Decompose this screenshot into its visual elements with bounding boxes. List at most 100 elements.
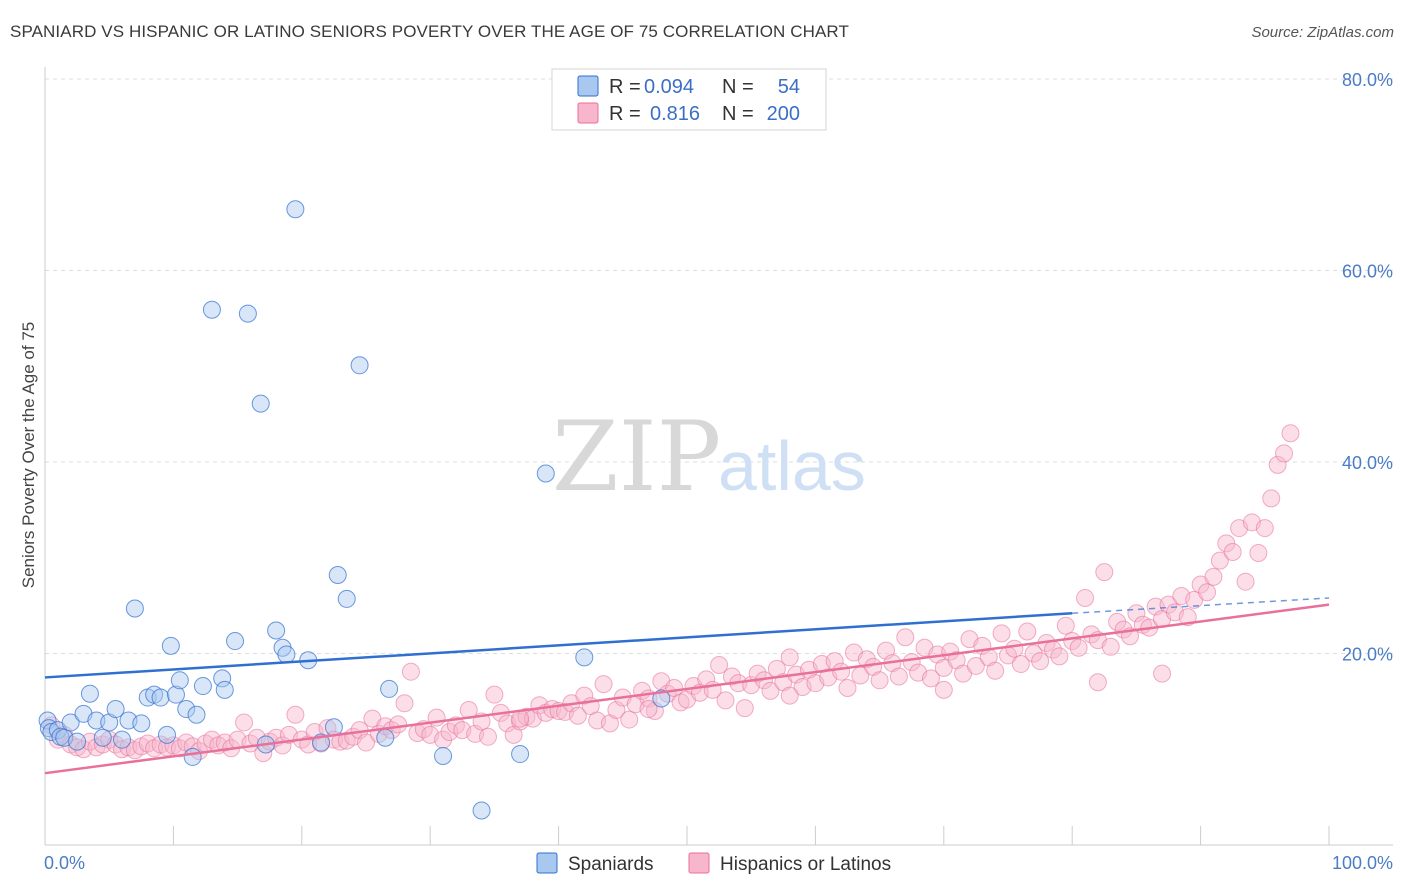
hispanic-point [966, 656, 985, 675]
spaniard-point [575, 648, 594, 667]
y-tick-label: 60.0% [1342, 262, 1393, 282]
hispanic-point [838, 678, 857, 697]
legend-box: R = 0.094 N = 54 R = 0.816 N = 200 [551, 68, 827, 131]
hispanics-trend-line [44, 603, 1330, 775]
hispanic-point [1210, 551, 1229, 570]
hispanic-point [992, 624, 1011, 643]
hispanic-point [1031, 652, 1050, 671]
legend-n-value-2: 200 [767, 103, 800, 125]
hispanic-point [710, 655, 729, 674]
hispanic-point [395, 694, 414, 713]
spaniard-point [350, 356, 369, 375]
legend-r-label-1: R = [609, 76, 641, 98]
spaniard-point [183, 747, 202, 766]
spaniard-point [277, 645, 296, 664]
hispanic-point [1056, 616, 1075, 635]
hispanic-point [1255, 519, 1274, 538]
spaniard-point [187, 705, 206, 724]
spaniard-point [68, 732, 87, 751]
hispanic-point [1024, 644, 1043, 663]
hispanic-point [1101, 637, 1120, 656]
hispanic-point [722, 667, 741, 686]
spaniard-point [113, 730, 132, 749]
hispanic-point [1088, 673, 1107, 692]
hispanic-point [1268, 455, 1287, 474]
hispanic-point [594, 675, 613, 694]
bottom-legend-label-spaniards: Spaniards [568, 854, 654, 875]
hispanic-point [1236, 572, 1255, 591]
hispanic-point [780, 648, 799, 667]
hispanic-point [1076, 588, 1095, 607]
hispanic-point [1011, 655, 1030, 674]
spaniard-point [177, 700, 196, 719]
hispanic-point [1159, 595, 1178, 614]
watermark-zip: ZIP [552, 401, 721, 513]
spaniard-point [380, 679, 399, 698]
hispanic-point [620, 710, 639, 729]
spaniard-point [213, 669, 232, 688]
spaniard-point [324, 718, 343, 737]
hispanic-point [113, 740, 132, 759]
hispanic-point [1281, 424, 1300, 443]
x-tick-label: 100.0% [1332, 853, 1393, 873]
spaniard-point [157, 725, 176, 744]
y-tick-label: 80.0% [1342, 70, 1393, 90]
hispanic-point [517, 707, 536, 726]
spaniard-point [251, 394, 270, 413]
legend-r-value-1: 0.094 [644, 76, 694, 98]
bottom-legend-swatch-hispanics [688, 852, 710, 874]
spaniard-point [376, 728, 395, 747]
hispanic-point [235, 713, 254, 732]
x-tick-label: 0.0% [44, 853, 85, 873]
axes [44, 67, 1393, 846]
hispanic-point [478, 727, 497, 746]
hispanic-point [568, 706, 587, 725]
legend-n-value-1: 54 [778, 76, 800, 98]
spaniard-point [125, 599, 144, 618]
hispanic-point [1223, 543, 1242, 562]
spaniard-point [61, 713, 80, 732]
spaniard-point [652, 689, 671, 708]
spaniard-point [536, 464, 555, 483]
hispanic-point [575, 686, 594, 705]
hispanic-point [1050, 647, 1069, 666]
hispanic-point [1069, 638, 1088, 657]
hispanic-point [1204, 567, 1223, 586]
spaniards-trend-line [44, 612, 1073, 679]
legend-n-label-2: N = [722, 103, 754, 125]
spaniards-trend-extension [1072, 597, 1330, 615]
legend-r-value-2: 0.816 [650, 103, 700, 125]
spaniard-point [166, 685, 185, 704]
hispanic-point [1198, 583, 1217, 602]
bottom-legend-swatch-spaniards [536, 852, 558, 874]
bottom-legend: Spaniards Hispanics or Latinos [536, 852, 891, 875]
hispanic-point [870, 671, 889, 690]
spaniard-point [434, 746, 453, 765]
hispanic-point [1178, 608, 1197, 627]
tick-labels: 20.0% 40.0% 60.0% 80.0% 0.0% 100.0% [44, 70, 1393, 873]
spaniard-point [132, 714, 151, 733]
hispanic-point [1275, 444, 1294, 463]
spaniard-point [202, 300, 221, 319]
hispanic-point [716, 691, 735, 710]
grid-lines [45, 78, 1393, 654]
hispanic-point [639, 700, 658, 719]
y-tick-label: 20.0% [1342, 645, 1393, 665]
legend-r-label-2: R = [609, 103, 641, 125]
hispanic-point [1005, 639, 1024, 658]
spaniards-points [38, 200, 671, 820]
spaniard-point [215, 680, 234, 699]
chart-source: Source: ZipAtlas.com [1251, 24, 1394, 41]
hispanic-point [761, 681, 780, 700]
legend-n-label-1: N = [722, 76, 754, 98]
hispanic-point [986, 661, 1005, 680]
spaniard-point [93, 728, 112, 747]
hispanic-point [1249, 543, 1268, 562]
spaniard-point [226, 632, 245, 651]
hispanic-point [286, 705, 305, 724]
spaniard-point [170, 671, 189, 690]
hispanic-point [434, 730, 453, 749]
hispanic-point [921, 669, 940, 688]
hispanic-point [485, 685, 504, 704]
hispanic-point [401, 662, 420, 681]
